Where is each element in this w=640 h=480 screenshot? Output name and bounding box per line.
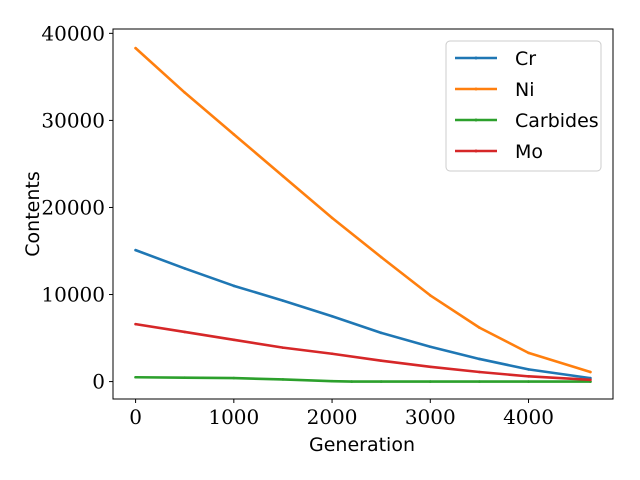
data-point-mo [379,359,383,362]
data-point-mo [281,346,285,349]
data-point-ni [527,351,530,355]
legend-marker-cr [474,56,478,60]
data-point-carbides [183,376,187,379]
data-point-ni [478,326,481,329]
y-axis-label: Contents [22,171,44,256]
data-point-cr [478,357,481,361]
x-axis-label: Generation [309,434,415,456]
data-point-ni [281,174,285,178]
legend-marker-mo [474,149,478,153]
data-point-carbides [134,375,137,379]
series-line-cr [134,248,592,380]
data-point-ni [330,216,334,220]
x-tick-label: 1000 [208,405,259,429]
data-point-cr [379,331,383,335]
data-point-ni [379,255,383,259]
data-point-mo [330,352,334,356]
data-point-ni [134,46,137,50]
data-point-mo [478,370,481,374]
data-point-mo [134,322,137,326]
y-tick-label: 0 [92,370,105,394]
x-tick-label: 0 [129,405,142,429]
data-point-cr [527,368,530,371]
data-point-carbides [350,380,354,383]
data-point-carbides [330,379,334,383]
data-point-cr [428,345,432,349]
data-point-carbides [281,378,285,381]
plot-area [134,46,592,383]
y-tick-label: 10000 [41,283,105,307]
data-point-ni [232,133,236,136]
data-point-carbides [478,380,481,383]
legend-marker-carbides [474,118,478,122]
data-point-mo [183,330,187,334]
legend-box [445,40,602,172]
data-point-mo [232,338,236,342]
data-point-cr [232,284,236,288]
data-point-mo [589,378,592,382]
legend: Cr Ni Carbides Mo [445,40,602,172]
data-point-cr [330,314,334,318]
series-line-mo [134,322,592,382]
series-line-carbides [134,375,592,383]
y-tick-label: 40000 [41,21,105,45]
legend-label-carbides: Carbides [515,110,599,132]
legend-label-cr: Cr [515,48,536,70]
legend-label-ni: Ni [515,79,535,101]
legend-label-mo: Mo [515,141,543,163]
x-tick-label: 3000 [405,405,456,429]
data-point-ni [428,294,432,297]
data-point-mo [527,375,530,378]
data-point-carbides [428,380,432,383]
y-tick-label: 20000 [41,195,105,219]
legend-marker-ni [474,87,478,91]
data-point-ni [183,91,187,94]
axes-frame [112,28,614,400]
data-point-mo [428,365,432,369]
series-line-ni [134,46,592,374]
data-point-carbides [379,380,383,383]
data-point-cr [183,267,187,270]
y-tick-label: 30000 [41,108,105,132]
data-point-cr [134,248,137,252]
data-point-cr [281,299,285,302]
data-point-carbides [232,376,236,380]
data-point-ni [589,370,592,374]
data-point-carbides [527,380,530,383]
x-tick-label: 2000 [307,405,358,429]
x-tick-label: 4000 [503,405,554,429]
